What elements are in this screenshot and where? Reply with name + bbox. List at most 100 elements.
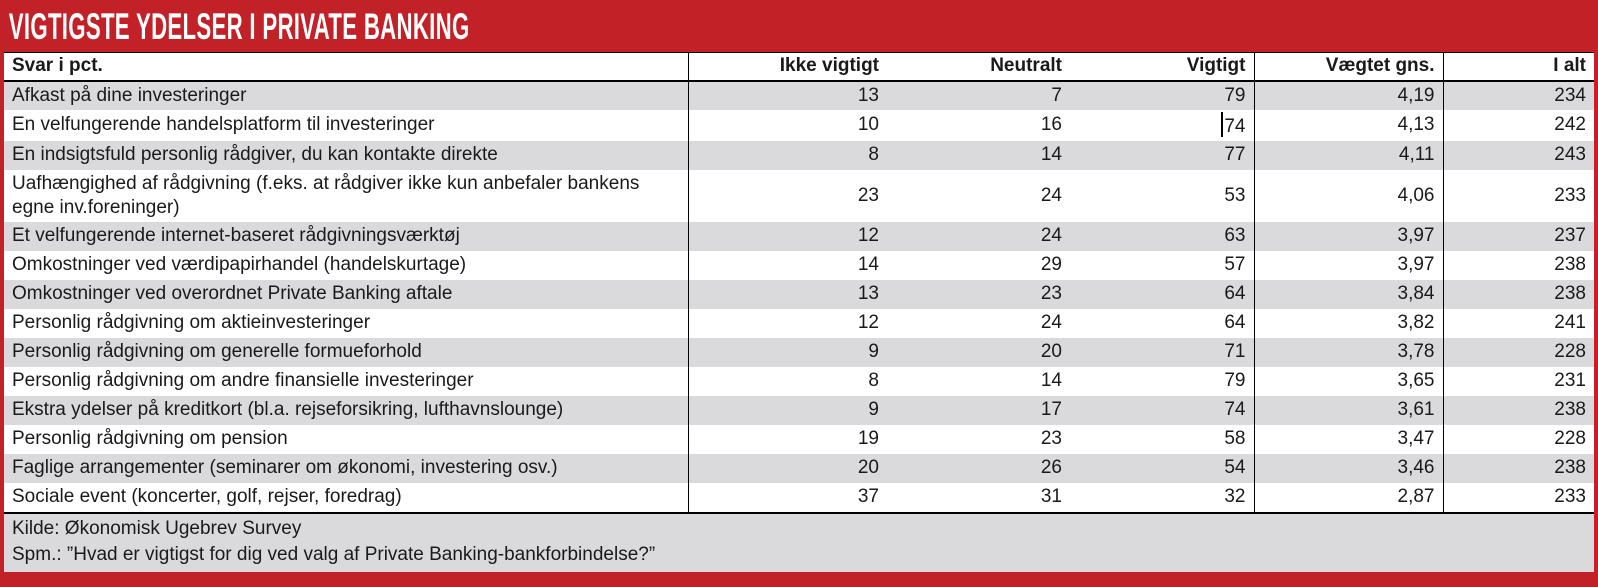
cell-value: 8	[868, 370, 879, 391]
table-container: Svar i pct. Ikke vigtigt Neutralt Vigtigt Væ…	[4, 52, 1594, 572]
row-label: Faglige arrangementer (seminarer om økon…	[4, 453, 689, 483]
cell-value: 79	[1224, 370, 1246, 391]
table-row: Personlig rådgivning om generelle formue…	[4, 337, 1594, 367]
cell-value: 23	[1040, 428, 1062, 449]
column-header: Ikke vigtigt	[688, 52, 887, 82]
row-label: En indsigtsfuld personlig rådgiver, du k…	[4, 140, 689, 170]
cell-value: 3,61	[1253, 395, 1443, 425]
column-header: Vægtet gns.	[1253, 52, 1443, 82]
cell-value: 17	[1040, 399, 1062, 420]
row-label: Omkostninger ved overordnet Private Bank…	[4, 279, 689, 309]
cell-value: 3,97	[1253, 250, 1443, 280]
table-row: En indsigtsfuld personlig rådgiver, du k…	[4, 140, 1594, 170]
cell-value: 14	[1040, 370, 1062, 391]
cell-value: 74	[1070, 110, 1254, 141]
table-row: Faglige arrangementer (seminarer om økon…	[4, 453, 1594, 483]
cell-value: 2,87	[1253, 482, 1443, 512]
cell-value: 233	[1442, 482, 1594, 512]
row-label: Ekstra ydelser på kreditkort (bl.a. rejs…	[4, 395, 689, 425]
row-label: Personlig rådgivning om aktieinvestering…	[4, 308, 689, 338]
cell-value: 64	[1224, 283, 1246, 304]
cell-value: 3,82	[1253, 308, 1443, 338]
cell-value: 74	[1224, 399, 1246, 420]
cell-value: 3,47	[1253, 424, 1443, 454]
table-row: Personlig rådgivning om andre finansiell…	[4, 366, 1594, 396]
cell-value: 238	[1442, 453, 1594, 483]
cell-value: 20	[857, 457, 879, 478]
cell-value: 79	[1224, 84, 1246, 106]
cell-value: 3,65	[1253, 366, 1443, 396]
cell-value: 238	[1442, 250, 1594, 280]
cell-value: 237	[1442, 221, 1594, 251]
row-label: En velfungerende handelsplatform til inv…	[4, 109, 689, 141]
column-header: Vigtigt	[1070, 52, 1254, 82]
table-row: Uafhængighed af rådgivning (f.eks. at rå…	[4, 169, 1594, 222]
cell-value: 4,13	[1253, 109, 1443, 141]
cell-value: 3,78	[1253, 337, 1443, 367]
cell-value: 9	[868, 341, 879, 362]
cell-value: 31	[1040, 486, 1062, 507]
cell-value: 238	[1442, 395, 1594, 425]
title-band: VIGTIGSTE YDELSER I PRIVATE BANKING	[4, 0, 1594, 52]
table-row: Omkostninger ved værdipapirhandel (hande…	[4, 250, 1594, 280]
table-row: Ekstra ydelser på kreditkort (bl.a. rejs…	[4, 395, 1594, 425]
cell-value: 63	[1224, 225, 1246, 246]
cell-value: 24	[1040, 312, 1062, 333]
table-row: En velfungerende handelsplatform til inv…	[4, 109, 1594, 141]
cell-value: 24	[1040, 225, 1062, 246]
table-row: Et velfungerende internet-baseret rådgiv…	[4, 221, 1594, 251]
cell-value: 12	[857, 225, 879, 246]
cell-value: 24	[1040, 184, 1062, 206]
cell-value: 242	[1442, 109, 1594, 141]
table-row: Afkast på dine investeringer 13 7 79 4,19 234	[4, 80, 1594, 110]
table-row: Sociale event (koncerter, golf, rejser, …	[4, 482, 1594, 512]
cell-value: 29	[1040, 254, 1062, 275]
column-header: Neutralt	[887, 52, 1070, 82]
row-label: Omkostninger ved værdipapirhandel (hande…	[4, 250, 689, 280]
cell-value: 71	[1224, 341, 1246, 362]
cell-value: 23	[1040, 283, 1062, 304]
cell-value: 9	[868, 399, 879, 420]
question-line: Spm.: ”Hvad er vigtigst for dig ved valg…	[12, 543, 656, 565]
row-label: Personlig rådgivning om andre finansiell…	[4, 366, 689, 396]
cell-value: 58	[1224, 428, 1246, 449]
cell-value: 13	[857, 283, 879, 304]
row-label: Uafhængighed af rådgivning (f.eks. at rå…	[4, 169, 689, 222]
row-label: Sociale event (koncerter, golf, rejser, …	[4, 482, 689, 512]
cell-value: 54	[1224, 457, 1246, 478]
results-table: Svar i pct. Ikke vigtigt Neutralt Vigtigt Væ…	[4, 52, 1594, 512]
text-cursor	[1221, 111, 1224, 137]
cell-value: 238	[1442, 279, 1594, 309]
cell-value: 12	[857, 312, 879, 333]
cell-value: 228	[1442, 337, 1594, 367]
cell-value: 53	[1224, 184, 1246, 206]
cell-value: 4,06	[1253, 169, 1443, 222]
cell-value: 13	[857, 84, 879, 106]
cell-value: 37	[857, 486, 879, 507]
cell-value: 7	[1051, 84, 1062, 106]
cell-value: 233	[1442, 169, 1594, 222]
cell-value: 3,46	[1253, 453, 1443, 483]
cell-value: 4,19	[1253, 80, 1443, 110]
cell-value: 32	[1224, 486, 1246, 507]
cell-value: 234	[1442, 80, 1594, 110]
column-header: Svar i pct.	[4, 52, 689, 82]
cell-value: 3,84	[1253, 279, 1443, 309]
table-body: Afkast på dine investeringer 13 7 79 4,19 234…	[4, 80, 1594, 512]
cell-value: 241	[1442, 308, 1594, 338]
cell-value: 20	[1040, 341, 1062, 362]
cell-value: 26	[1040, 457, 1062, 478]
cell-value: 23	[857, 184, 879, 206]
footer: Kilde: Økonomisk Ugebrev Survey Spm.: ”H…	[4, 511, 1594, 572]
cell-value: 14	[857, 254, 879, 275]
cell-value: 64	[1224, 312, 1246, 333]
row-label: Et velfungerende internet-baseret rådgiv…	[4, 221, 689, 251]
cell-value: 14	[1040, 144, 1062, 165]
table-row: Personlig rådgivning om pension 19 23 58 3,4…	[4, 424, 1594, 454]
cell-value: 4,11	[1253, 140, 1443, 170]
cell-value: 228	[1442, 424, 1594, 454]
column-header: I alt	[1442, 52, 1594, 82]
cell-value: 19	[857, 428, 879, 449]
source-line: Kilde: Økonomisk Ugebrev Survey	[12, 517, 302, 539]
cell-value: 77	[1224, 144, 1246, 165]
